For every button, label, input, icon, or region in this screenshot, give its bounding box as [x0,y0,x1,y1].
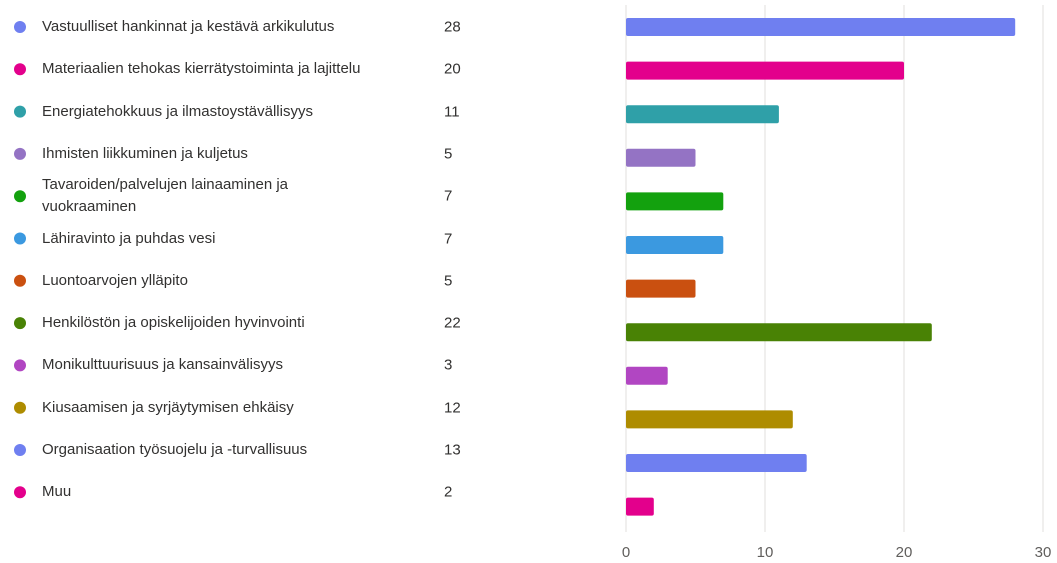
legend-dot [14,21,26,33]
bar [626,105,779,124]
count-label: 3 [444,356,453,374]
legend-label: Muu [42,483,72,501]
legend-dot [14,401,26,414]
count-label: 2 [444,483,453,501]
legend-label: Lähiravinto ja puhdas vesi [42,229,216,247]
x-tick-label: 0 [622,544,630,561]
legend-dot [14,274,26,287]
bar [626,148,696,167]
legend-label: Organisaation työsuojelu ja -turvallisuu… [42,441,308,458]
legend-dot [14,359,26,372]
legend-dot [14,444,26,456]
bar [626,410,793,429]
legend-label: Luontoarvojen ylläpito [42,271,188,289]
x-tick-label: 20 [896,544,913,561]
count-label: 7 [444,187,453,205]
legend-dot [14,317,26,330]
count-label: 5 [444,145,453,163]
legend-label: Henkilöstön ja opiskelijoiden hyvinvoint… [42,314,305,332]
legend-label: Energiatehokkuus ja ilmastoystävällisyys [42,102,313,120]
bar [626,192,724,211]
legend-label: Kiusaamisen ja syrjäytymisen ehkäisy [42,398,294,416]
legend-label: Tavaroiden/palvelujen lainaaminen ja vuo… [42,176,288,216]
legend-dot [14,190,26,203]
count-label: 28 [444,18,461,36]
legend-label: Ihmisten liikkuminen ja kuljetus [42,144,248,162]
bar [626,497,654,516]
bar [626,323,932,342]
count-label: 22 [444,314,461,332]
legend-label: Materiaalien tehokas kierrätystoiminta j… [42,60,361,78]
legend-dot [14,232,26,245]
bar [626,366,668,385]
x-tick-label: 30 [1035,544,1052,561]
count-label: 7 [444,230,453,247]
legend-label: Vastuulliset hankinnat ja kestävä arkiku… [42,18,335,35]
legend-dot [14,147,26,160]
bar [626,18,1016,36]
count-label: 12 [444,399,461,417]
x-tick-label: 10 [757,544,774,561]
legend-dot [14,63,26,76]
bar [626,236,724,254]
bar [626,61,904,80]
bar [626,279,696,298]
legend-label: Monikulttuurisuus ja kansainvälisyys [42,356,283,374]
count-label: 11 [444,103,460,121]
legend-dot [14,105,26,118]
count-label: 13 [444,441,461,459]
count-label: 20 [444,60,461,78]
legend-dot [14,486,26,499]
bar [626,454,807,472]
count-label: 5 [444,272,453,290]
